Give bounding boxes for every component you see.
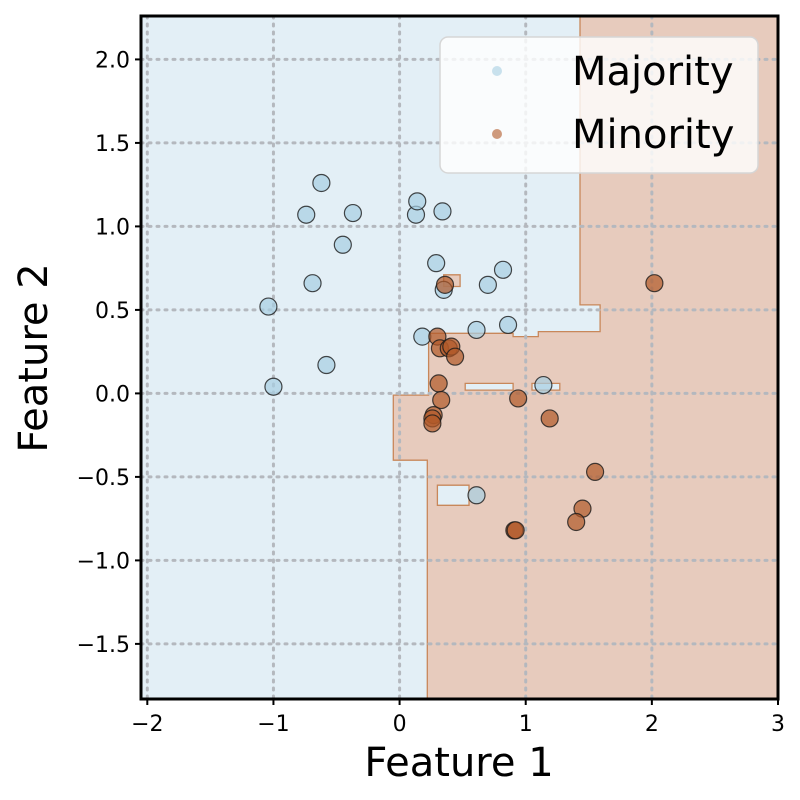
minority-point — [567, 512, 586, 532]
legend: Majority Minority — [439, 36, 759, 174]
y-tick-label: −0.5 — [77, 466, 130, 491]
majority-point — [317, 355, 336, 375]
y-tick-label: −1.5 — [77, 633, 130, 658]
plot-frame — [139, 14, 780, 701]
majority-point — [534, 375, 553, 395]
majority-point — [467, 486, 486, 505]
majority-point — [259, 297, 278, 316]
legend-box — [439, 36, 759, 174]
scatter-points — [259, 173, 664, 540]
legend-marker-minority — [492, 129, 502, 139]
majority-point — [312, 173, 331, 193]
legend-label-minority: Minority — [572, 112, 734, 158]
minority-point — [435, 275, 455, 294]
majority-point — [264, 377, 283, 396]
minority-point — [540, 409, 559, 428]
majority-point — [333, 235, 352, 254]
majority-region — [141, 16, 601, 699]
majority-point — [343, 203, 363, 223]
majority-point — [408, 192, 427, 211]
majority-point — [303, 274, 322, 293]
x-tick-label: −2 — [131, 712, 163, 737]
minority-point — [585, 462, 605, 481]
x-tick-label: 1 — [519, 712, 533, 737]
majority-point — [498, 315, 518, 335]
majority-region — [464, 382, 514, 391]
minority-point — [445, 347, 465, 366]
y-axis-label: Feature 2 — [11, 263, 57, 452]
x-axis-ticks: −2 −1 0 1 2 3 — [131, 699, 785, 737]
y-tick-label: 1.5 — [95, 132, 130, 157]
minority-point — [423, 414, 442, 433]
minority-point — [645, 274, 664, 293]
majority-point — [413, 327, 432, 346]
majority-point — [493, 260, 513, 279]
y-axis-ticks: −1.5 −1.0 −0.5 0.0 0.5 1.0 1.5 2.0 — [77, 48, 141, 658]
majority-region — [436, 484, 470, 506]
minority-point — [506, 521, 525, 540]
minority-point — [429, 374, 448, 393]
majority-point — [478, 275, 497, 294]
y-tick-label: 0.5 — [95, 299, 130, 324]
minority-point — [509, 389, 528, 408]
majority-point — [427, 254, 446, 273]
x-tick-label: −1 — [257, 712, 289, 737]
x-tick-label: 3 — [771, 712, 785, 737]
majority-point — [467, 320, 486, 340]
majority-point — [433, 202, 452, 221]
x-tick-label: 0 — [393, 712, 407, 737]
legend-marker-majority — [492, 66, 502, 76]
minority-point — [432, 390, 451, 410]
x-axis-label: Feature 1 — [364, 740, 553, 786]
legend-label-majority: Majority — [572, 49, 734, 95]
y-tick-label: −1.0 — [77, 549, 130, 574]
majority-point — [297, 205, 316, 224]
y-tick-label: 1.0 — [95, 215, 130, 240]
y-tick-label: 2.0 — [95, 48, 130, 73]
y-tick-label: 0.0 — [95, 382, 130, 407]
x-tick-label: 2 — [645, 712, 659, 737]
